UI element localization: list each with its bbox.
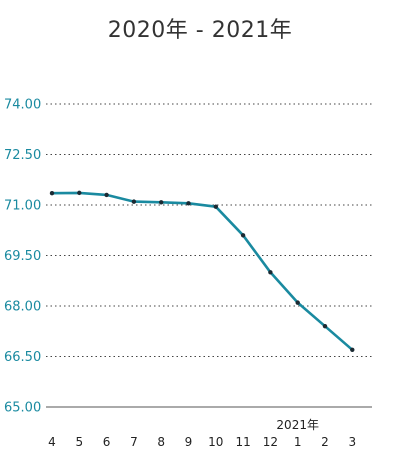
x-tick-label: 9 [185, 435, 193, 449]
series [49, 190, 355, 352]
x-group-label: 2021年 [276, 418, 319, 432]
x-tick-label: 4 [48, 435, 56, 449]
data-point [159, 200, 164, 205]
x-tick-label: 7 [130, 435, 138, 449]
y-tick-label: 68.00 [4, 300, 41, 315]
series-line [50, 191, 354, 352]
y-tick-label: 74.00 [4, 98, 41, 113]
x-tick-label: 5 [75, 435, 83, 449]
x-tick-label: 11 [235, 435, 250, 449]
data-point [77, 190, 82, 196]
x-tick-label: 8 [157, 435, 165, 449]
gridlines [46, 103, 372, 408]
data-point [268, 270, 273, 275]
x-tick-label: 2 [321, 435, 329, 449]
data-point [104, 192, 109, 198]
y-tick-label: 72.50 [4, 148, 41, 163]
x-tick-label: 10 [208, 435, 223, 449]
x-tick-label: 3 [348, 435, 356, 449]
y-tick-label: 65.00 [4, 401, 41, 416]
data-point [240, 233, 246, 238]
y-tick-label: 71.00 [4, 199, 41, 214]
chart-title: 2020年 - 2021年 [107, 18, 293, 43]
y-tick-label: 69.50 [4, 249, 41, 264]
data-point [295, 300, 300, 305]
data-point [322, 324, 328, 329]
y-axis-ticks: 65.00 66.50 68.00 69.50 71.00 72.50 74.00 [4, 98, 41, 416]
data-point [350, 347, 355, 352]
data-point [49, 191, 55, 196]
data-point [131, 199, 137, 204]
x-tick-label: 12 [263, 435, 278, 449]
x-tick-label: 1 [294, 435, 302, 449]
y-tick-label: 66.50 [4, 350, 41, 365]
data-point [213, 204, 218, 209]
data-point [186, 201, 191, 206]
x-tick-label: 6 [103, 435, 111, 449]
